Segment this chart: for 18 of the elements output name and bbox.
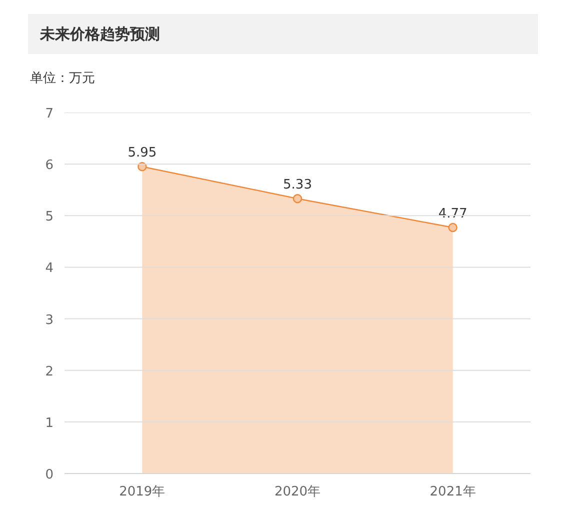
data-label: 5.33 (283, 178, 312, 193)
y-tick-label: 2 (45, 364, 54, 380)
y-tick-label: 3 (45, 312, 54, 328)
y-tick-label: 5 (45, 210, 54, 225)
x-tick-label: 2021年 (430, 484, 476, 500)
point (292, 194, 302, 204)
y-tick-label: 0 (45, 468, 54, 482)
x-tick-label: 2019年 (119, 484, 166, 500)
y-tick-label: 1 (45, 416, 54, 431)
y-axis-title: 单位：万元 (30, 70, 95, 88)
chart-title: 未来价格趋势预测 (40, 24, 160, 45)
y-tick-label: 6 (45, 158, 54, 174)
x-tick-label: 2020年 (274, 484, 321, 500)
y-tick-label: 4 (45, 261, 54, 276)
point (448, 222, 458, 232)
data-label: 5.95 (128, 146, 157, 161)
data-label: 4.77 (438, 206, 468, 222)
y-tick-label: 7 (45, 106, 54, 122)
